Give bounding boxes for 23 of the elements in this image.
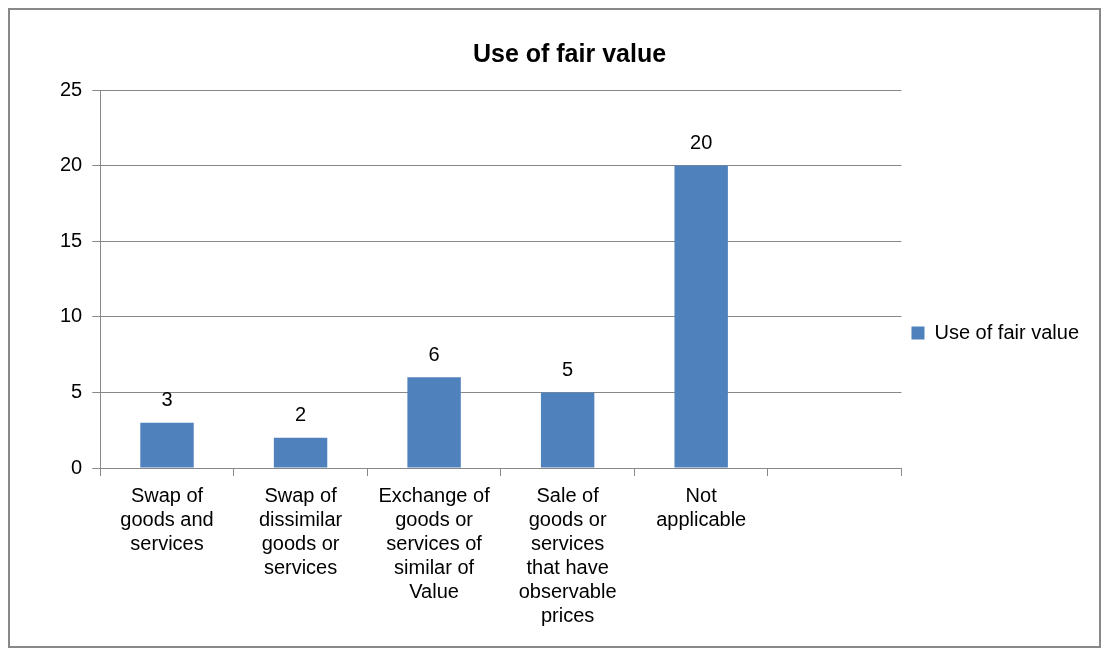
y-tick-label: 25 [60,77,83,100]
data-label: 3 [161,388,173,411]
data-label: 20 [690,131,713,154]
x-tick-label: Swap of dissimilar goods or services [258,483,343,578]
legend-label: Use of fair value [934,320,1079,343]
x-tick-label: Swap of goods and services [120,483,214,554]
data-label: 5 [562,357,574,380]
y-tick-label: 0 [71,455,83,478]
x-tick-label: Exchange of goods or services of similar of Value [378,483,491,602]
y-tick-label: 5 [71,379,83,402]
x-tick-label: Sale of goods or services that have observable prices [518,483,617,626]
bar [273,437,328,468]
chart-title: Use of fair value [472,38,667,67]
bar [407,377,461,468]
x-tick-label: Not applicable [656,483,747,530]
data-label: 6 [428,342,440,365]
bar [140,422,194,468]
y-tick-label: 15 [60,228,83,251]
bar [540,392,595,468]
y-tick-label: 20 [60,153,83,176]
y-tick-label: 10 [60,304,83,327]
data-label: 2 [294,403,307,426]
bar [674,165,728,468]
